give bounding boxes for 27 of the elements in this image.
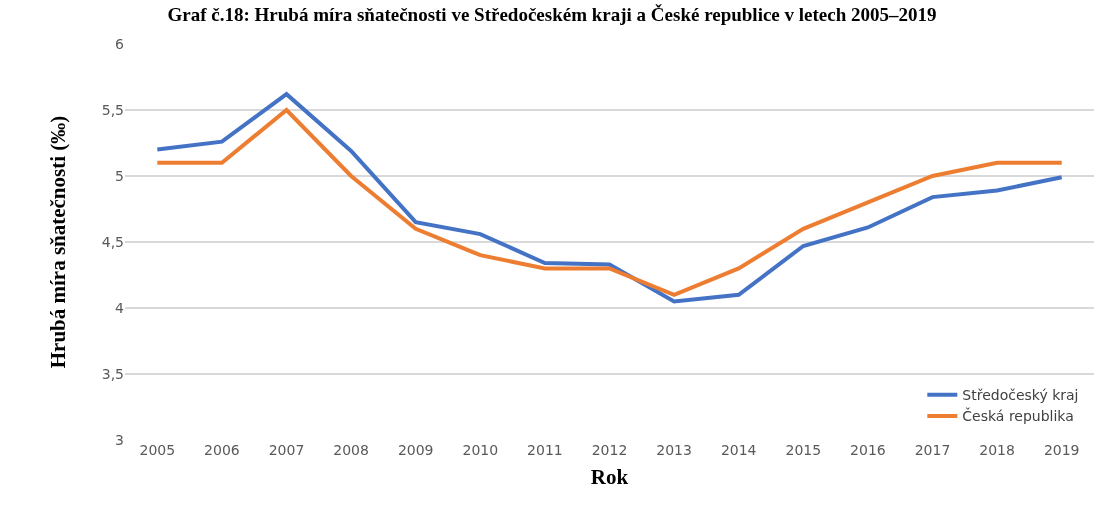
y-tick-label: 3 (115, 431, 124, 448)
y-tick-label: 4 (115, 299, 125, 316)
x-tick-label: 2010 (462, 442, 499, 458)
x-tick-label: 2009 (397, 442, 434, 458)
y-tick-label: 3,5 (101, 365, 124, 382)
y-tick-label: 5 (115, 167, 124, 184)
legend-label: Česká republika (962, 407, 1074, 425)
x-tick-label: 2014 (720, 442, 757, 458)
x-tick-label: 2018 (979, 442, 1015, 458)
x-axis-title: Rok (590, 465, 629, 490)
chart-title: Graf č.18: Hrubá míra sňatečnosti ve Středočeském kraji a České republice v letech 2005–2019 (167, 4, 937, 26)
x-tick-label: 2017 (914, 442, 951, 458)
y-axis-title: Hrubá míra sňatečnosti (‰) (45, 115, 70, 369)
x-tick-label: 2008 (333, 442, 369, 458)
x-tick-label: 2013 (656, 442, 692, 458)
x-tick-label: 2019 (1043, 442, 1080, 458)
x-tick-label: 2016 (850, 442, 886, 458)
x-tick-label: 2012 (591, 442, 628, 458)
y-tick-label: 4,5 (101, 233, 124, 250)
legend-label: Středočeský kraj (962, 387, 1079, 404)
x-tick-label: 2006 (204, 442, 240, 458)
x-tick-label: 2007 (268, 442, 305, 458)
y-tick-label: 6 (115, 35, 125, 52)
y-tick-label: 5,5 (101, 101, 124, 118)
x-tick-label: 2015 (785, 442, 822, 458)
x-tick-label: 2005 (139, 442, 176, 458)
x-tick-label: 2011 (527, 442, 563, 458)
